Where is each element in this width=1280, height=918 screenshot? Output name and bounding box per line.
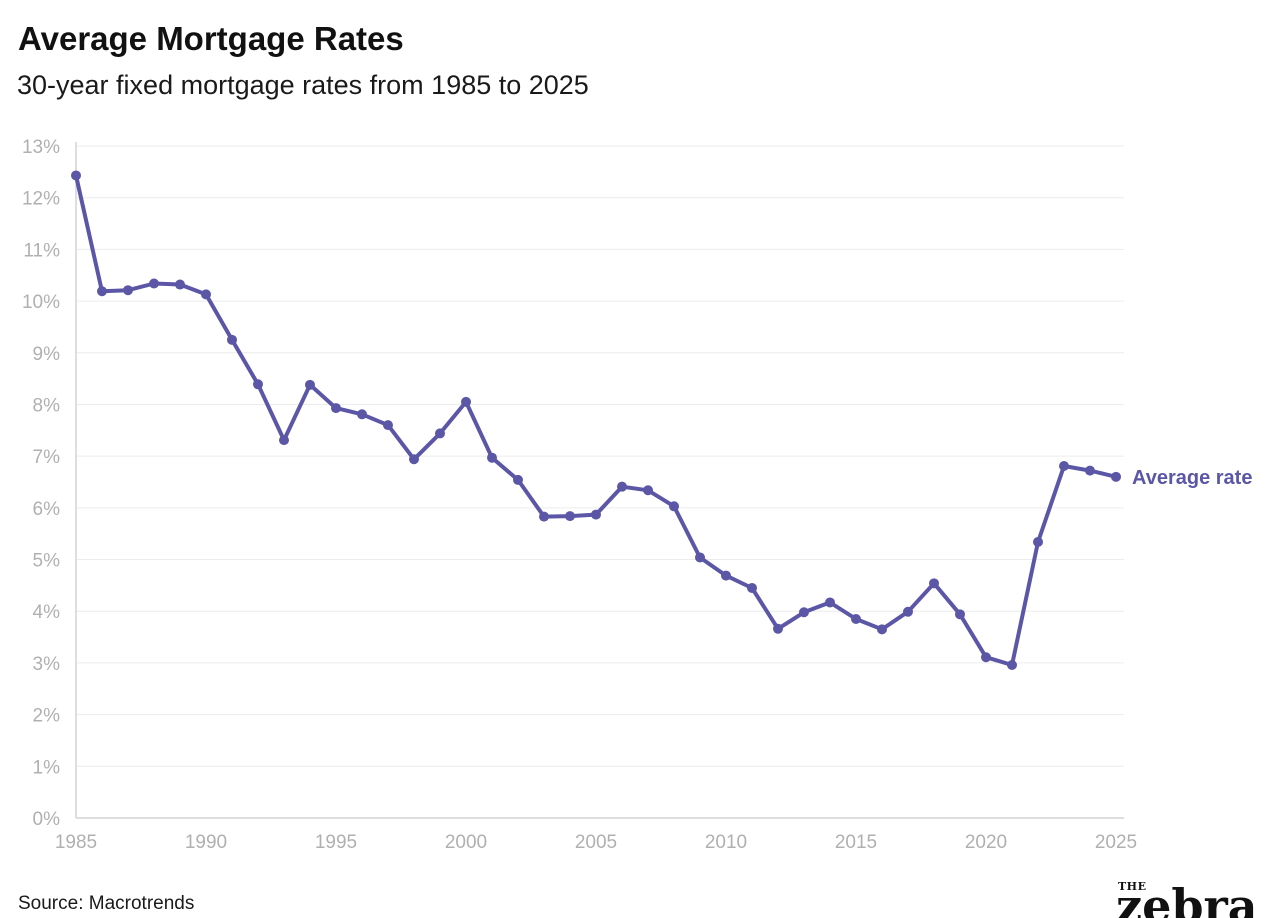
data-point-1989 <box>175 279 185 290</box>
x-tick-label-2015: 2015 <box>835 832 877 853</box>
data-point-2012 <box>773 623 783 634</box>
data-point-2021 <box>1007 659 1017 670</box>
y-tick-label-5: 5% <box>33 551 61 572</box>
data-point-2023 <box>1059 460 1069 471</box>
grid-lines <box>76 145 1124 767</box>
data-point-1990 <box>201 289 211 300</box>
x-tick-label-1985: 1985 <box>55 832 97 853</box>
y-tick-label-7: 7% <box>33 447 61 468</box>
data-point-2017 <box>903 606 913 617</box>
data-point-2013 <box>799 607 809 618</box>
series-average-rate <box>71 170 1121 670</box>
y-tick-label-9: 9% <box>33 344 61 365</box>
y-tick-label-0: 0% <box>33 809 61 830</box>
chart-subtitle: 30-year fixed mortgage rates from 1985 t… <box>17 70 589 100</box>
data-point-2006 <box>617 481 627 492</box>
data-point-1997 <box>383 420 393 431</box>
data-point-2019 <box>955 609 965 620</box>
data-point-1986 <box>97 286 107 297</box>
y-tick-label-1: 1% <box>33 757 61 778</box>
data-point-1996 <box>357 409 367 420</box>
data-point-1988 <box>149 278 159 289</box>
data-point-2025 <box>1111 471 1121 482</box>
y-tick-label-3: 3% <box>33 654 61 675</box>
data-point-2000 <box>461 396 471 407</box>
data-point-2020 <box>981 652 991 663</box>
data-point-2010 <box>721 570 731 581</box>
y-tick-label-10: 10% <box>22 292 60 313</box>
y-tick-labels: 0% 1% 2% 3% 4% 5% 6% 7% 8% 9% 10% 11% 12% 13% <box>22 137 60 830</box>
data-point-1987 <box>123 285 133 296</box>
y-tick-label-2: 2% <box>33 706 61 727</box>
data-point-2005 <box>591 509 601 520</box>
data-point-2009 <box>695 552 705 563</box>
source-note: Source: Macrotrends <box>18 893 195 914</box>
y-tick-label-12: 12% <box>22 189 60 210</box>
data-point-1998 <box>409 454 419 465</box>
data-point-2008 <box>669 501 679 512</box>
data-point-2011 <box>747 582 757 593</box>
y-tick-label-6: 6% <box>33 499 61 520</box>
data-point-1999 <box>435 428 445 439</box>
data-point-1985 <box>71 170 81 181</box>
y-tick-label-4: 4% <box>33 602 61 623</box>
y-tick-label-8: 8% <box>33 395 61 416</box>
zebra-logo: THE zebra <box>1116 880 1266 918</box>
data-point-2022 <box>1033 536 1043 547</box>
data-point-1993 <box>279 435 289 446</box>
data-point-1991 <box>227 334 237 345</box>
x-tick-label-1990: 1990 <box>185 832 227 853</box>
y-tick-label-13: 13% <box>22 137 60 158</box>
x-tick-label-1995: 1995 <box>315 832 357 853</box>
logo-the-text: THE <box>1118 880 1147 893</box>
x-tick-label-2020: 2020 <box>965 832 1007 853</box>
x-tick-labels: 1985 1990 1995 2000 2005 2010 2015 2020 2025 <box>55 832 1137 853</box>
logo-wordmark: zebra <box>1116 880 1258 918</box>
data-point-1994 <box>305 379 315 390</box>
data-point-1992 <box>253 379 263 390</box>
series-labels: Average rate <box>1132 467 1252 489</box>
axes <box>75 142 1124 819</box>
chart-title: Average Mortgage Rates <box>18 20 404 57</box>
data-point-1995 <box>331 403 341 414</box>
x-tick-label-2005: 2005 <box>575 832 617 853</box>
data-point-2024 <box>1085 465 1095 476</box>
data-point-2015 <box>851 613 861 624</box>
x-tick-label-2000: 2000 <box>445 832 487 853</box>
series-label: Average rate <box>1132 467 1252 489</box>
data-point-2018 <box>929 578 939 589</box>
x-tick-label-2010: 2010 <box>705 832 747 853</box>
x-tick-label-2025: 2025 <box>1095 832 1137 853</box>
data-point-2001 <box>487 452 497 463</box>
y-tick-label-11: 11% <box>23 240 60 261</box>
line-chart: 0% 1% 2% 3% 4% 5% 6% 7% 8% 9% 10% 11% 12% 13% 1985 199… <box>22 137 1252 853</box>
data-point-2002 <box>513 474 523 485</box>
data-point-2003 <box>539 511 549 522</box>
data-point-2016 <box>877 624 887 635</box>
data-point-2014 <box>825 597 835 608</box>
data-point-2004 <box>565 511 575 522</box>
data-point-2007 <box>643 485 653 496</box>
